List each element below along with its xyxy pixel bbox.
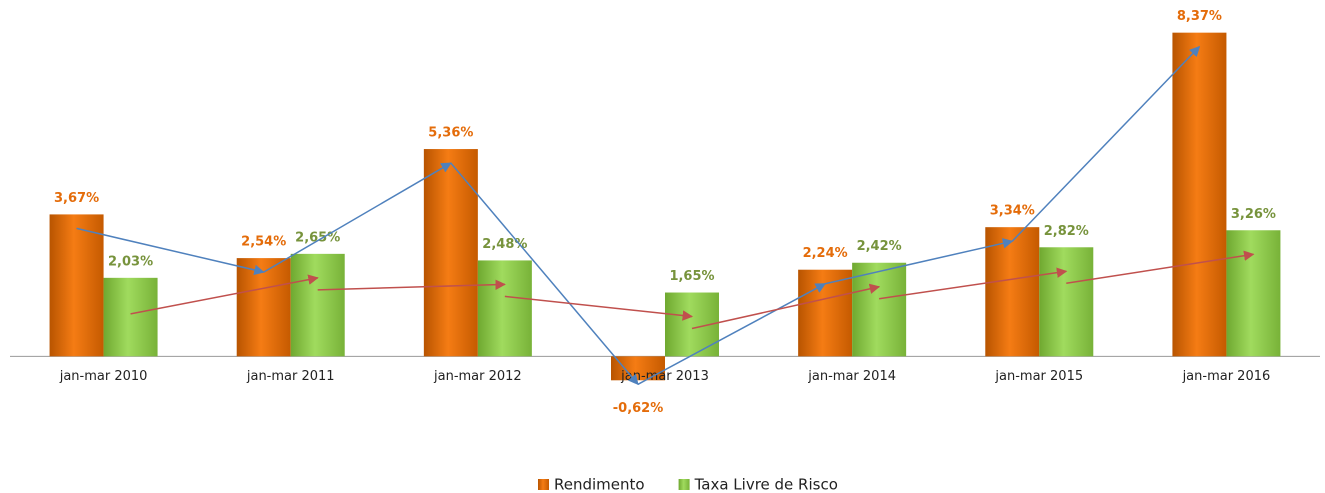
bar [985, 227, 1040, 357]
trend-arrow [450, 162, 639, 386]
bar [1172, 32, 1227, 357]
x-tick-label: jan-mar 2011 [246, 369, 335, 384]
trend-arrow [130, 274, 319, 315]
legend-swatch [538, 479, 549, 490]
x-tick-label: jan-mar 2014 [807, 369, 896, 384]
bar [1039, 247, 1094, 357]
value-label: 2,65% [295, 230, 340, 245]
legend-label: Taxa Livre de Risco [694, 476, 838, 493]
bar [236, 258, 291, 357]
value-label: 1,65% [669, 269, 714, 284]
bar [290, 253, 345, 357]
x-tick-label: jan-mar 2012 [433, 369, 522, 384]
value-label: 2,24% [803, 246, 848, 261]
legend-label: Rendimento [554, 476, 645, 493]
x-tick-label: jan-mar 2013 [620, 369, 709, 384]
bar [611, 356, 665, 381]
trend-arrow [691, 283, 881, 330]
bar [103, 277, 158, 357]
x-tick-label: jan-mar 2016 [1182, 369, 1271, 384]
value-label: 2,42% [857, 239, 902, 254]
trend-arrow [76, 227, 265, 276]
bar [852, 262, 907, 357]
x-tick-label: jan-mar 2010 [59, 369, 148, 384]
bar [1226, 230, 1281, 357]
legend-swatch [678, 479, 690, 490]
value-label: 2,54% [241, 235, 286, 250]
bar [477, 260, 532, 357]
trend-arrow [1066, 250, 1255, 285]
value-label: 2,82% [1044, 224, 1089, 239]
trend-arrow [1011, 45, 1201, 242]
trend-arrow [317, 279, 506, 291]
bar [798, 269, 853, 357]
trend-arrow [504, 295, 694, 321]
trend-arrow [879, 267, 1068, 300]
bar [49, 214, 104, 357]
bar [423, 149, 478, 357]
value-label: 3,34% [990, 204, 1035, 219]
trend-arrow [637, 283, 827, 385]
value-label: 3,67% [54, 191, 99, 206]
trend-arrow [824, 238, 1014, 285]
value-label: 5,36% [428, 126, 473, 141]
x-tick-label: jan-mar 2015 [994, 369, 1083, 384]
value-label: 8,37% [1177, 9, 1222, 24]
trend-arrow [263, 162, 452, 273]
value-label: 2,03% [108, 254, 153, 269]
value-label: 3,26% [1231, 207, 1276, 222]
value-label: -0,62% [613, 401, 664, 416]
